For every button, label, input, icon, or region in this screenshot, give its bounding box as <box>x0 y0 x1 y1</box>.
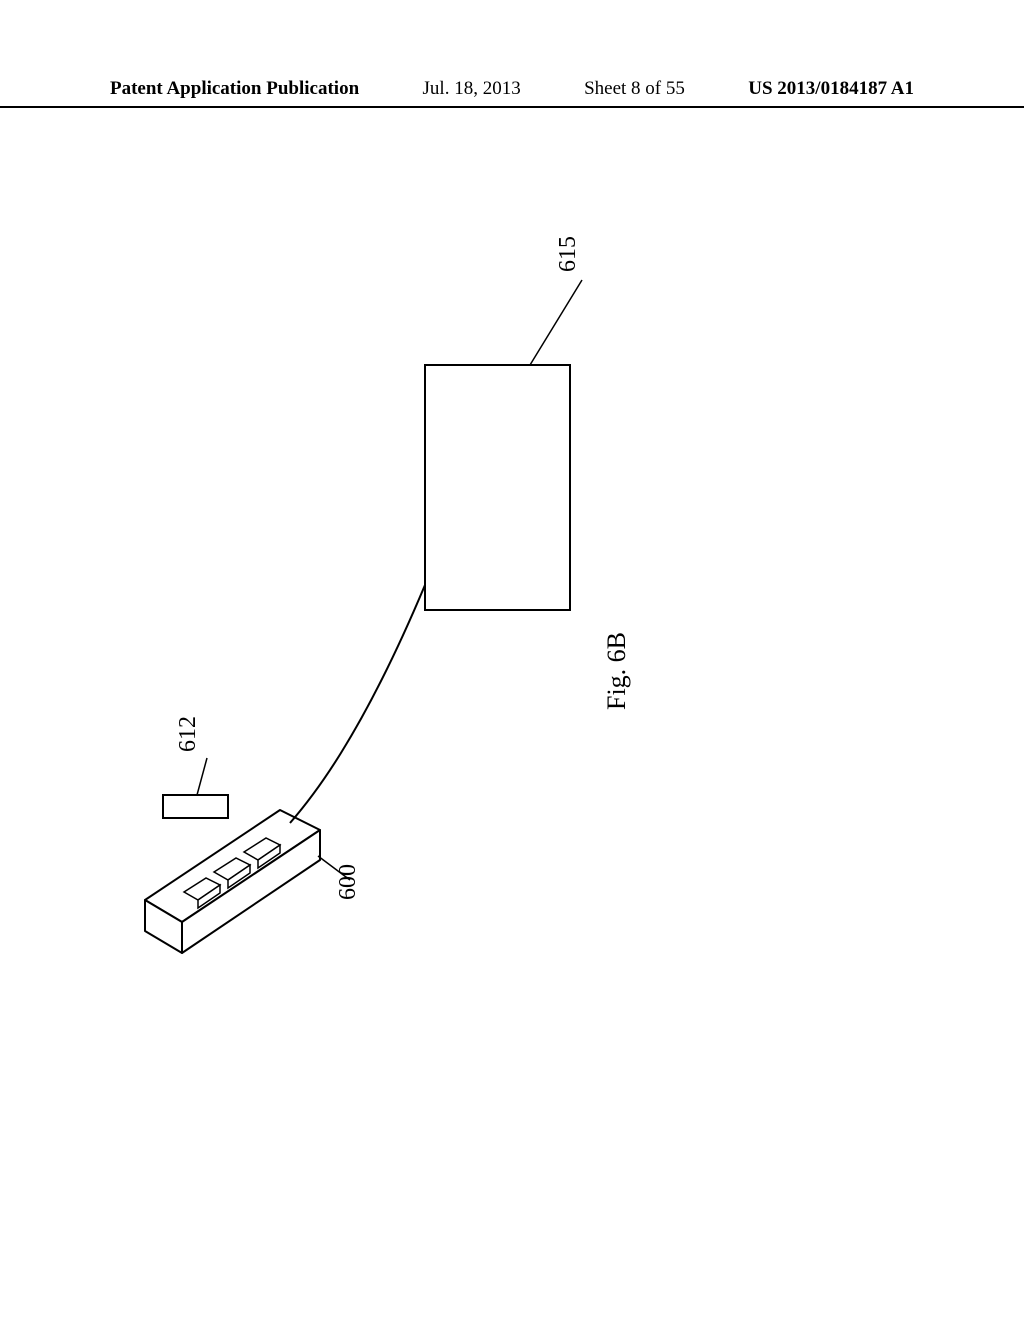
controller-box <box>425 365 570 610</box>
label-615: 615 <box>555 236 581 272</box>
figure-6b: 615 612 600 Fig. 6B <box>0 0 1024 1320</box>
figure-caption: Fig. 6B <box>602 632 631 710</box>
cable <box>290 585 425 823</box>
mag-source-box <box>163 795 228 818</box>
lead-line-612 <box>197 758 207 795</box>
label-600: 600 <box>335 864 361 900</box>
lead-line-615 <box>530 280 582 365</box>
label-612: 612 <box>175 716 201 752</box>
page: Patent Application Publication Jul. 18, … <box>0 0 1024 1320</box>
